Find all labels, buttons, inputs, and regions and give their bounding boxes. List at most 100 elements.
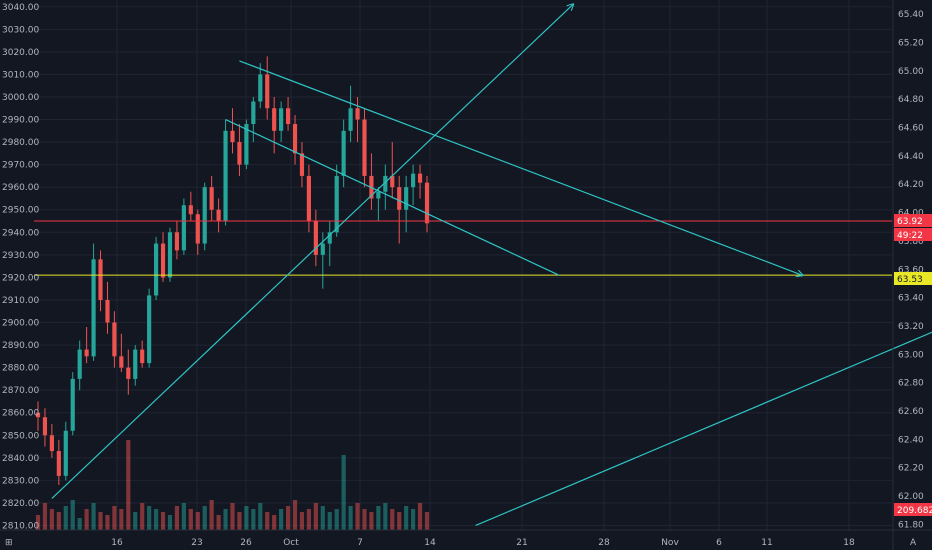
left-axis-tick-label: 2830.00 <box>2 476 39 486</box>
volume-bar <box>285 506 291 530</box>
right-axis-tick-label: 62.80 <box>898 379 924 389</box>
volume-bar <box>63 506 68 530</box>
volume-bar <box>35 515 41 530</box>
candle-body <box>285 108 291 125</box>
candle-body <box>355 108 360 120</box>
right-axis-tick-label: 65.20 <box>898 39 924 49</box>
left-axis-tick-label: 2910.00 <box>2 296 39 306</box>
left-axis-tick-label: 2810.00 <box>2 521 39 531</box>
volume-bar <box>174 506 180 530</box>
candle-body <box>334 175 339 233</box>
volume-bar <box>98 512 103 530</box>
timezone-icon: ⊞ <box>5 538 13 548</box>
volume-bar <box>105 515 110 530</box>
candle-body <box>251 101 256 125</box>
volume-bar <box>341 455 346 530</box>
volume-bar <box>244 506 249 530</box>
left-axis-tick-label: 2850.00 <box>2 431 39 441</box>
volume-bar <box>160 512 166 530</box>
candle-body <box>424 182 430 224</box>
volume-bar <box>84 509 89 530</box>
left-axis-tick-label: 2960.00 <box>2 183 39 193</box>
volume-bar <box>411 509 416 530</box>
volume-bar <box>209 500 214 530</box>
candle-body <box>195 214 200 244</box>
price-label-bg <box>894 272 932 285</box>
candle-body <box>223 130 228 222</box>
volume-bar <box>77 518 82 530</box>
candle-body <box>63 430 68 476</box>
right-axis-tick-label: 62.20 <box>898 464 924 474</box>
volume-bar <box>230 503 235 530</box>
price-label: 209.682K <box>897 506 932 516</box>
candle-body <box>181 205 186 251</box>
left-axis-tick-label: 2980.00 <box>2 138 39 148</box>
price-label-bg <box>894 228 932 241</box>
candle-body <box>35 412 41 418</box>
volume-bar <box>237 512 242 530</box>
price-label: 49:22 <box>897 231 923 241</box>
volume-bar <box>376 506 381 530</box>
right-axis-tick-label: 63.20 <box>898 322 924 332</box>
candle-body <box>299 153 305 176</box>
time-axis-bg <box>0 530 932 550</box>
volume-bar <box>216 515 221 530</box>
volume-bar <box>140 503 145 530</box>
candle-body <box>348 108 353 131</box>
right-axis-tick-label: 64.40 <box>898 152 924 162</box>
price-label-bg <box>894 214 932 227</box>
left-axis-tick-label: 2920.00 <box>2 273 39 283</box>
volume-bar <box>424 512 430 530</box>
volume-bar <box>133 512 138 530</box>
candle-body <box>174 232 180 251</box>
left-axis-tick-label: 2940.00 <box>2 228 39 238</box>
candle-body <box>105 299 110 323</box>
volume-bar <box>279 509 284 530</box>
volume-bar <box>112 506 117 530</box>
volume-bar <box>56 512 61 530</box>
volume-bar <box>223 509 228 530</box>
price-label-bg <box>894 503 932 516</box>
volume-bar <box>42 503 48 530</box>
price-label: 63.92 <box>897 217 923 227</box>
left-axis-tick-label: 3020.00 <box>2 48 39 58</box>
left-axis-tick-label: 3030.00 <box>2 25 39 35</box>
candle-body <box>265 74 270 109</box>
candle-body <box>230 130 235 143</box>
volume-bar <box>147 506 152 530</box>
left-axis-tick-label: 2860.00 <box>2 409 39 419</box>
time-axis-label: Oct <box>283 538 299 548</box>
candle-body <box>202 187 207 244</box>
volume-bar <box>306 509 311 530</box>
candle-body <box>112 322 117 357</box>
right-axis-tick-label: 62.40 <box>898 435 924 445</box>
time-axis-label: 6 <box>716 538 722 548</box>
right-axis-tick-label: 62.60 <box>898 407 924 417</box>
trend-line <box>51 5 573 499</box>
candle-body <box>417 173 423 183</box>
left-axis-tick-label: 2930.00 <box>2 251 39 261</box>
right-axis-tick-label: 62.00 <box>898 492 924 502</box>
candle-body <box>126 367 131 379</box>
left-axis-tick-label: 2900.00 <box>2 319 39 329</box>
right-axis-tick-label: 63.80 <box>898 237 924 247</box>
time-axis-label: 23 <box>191 538 202 548</box>
right-axis-tick-label: 64.60 <box>898 124 924 134</box>
candle-body <box>411 173 416 188</box>
volume-bar <box>181 503 186 530</box>
candle-body <box>209 187 214 210</box>
volume-bar <box>265 512 270 530</box>
candle-body <box>70 378 75 431</box>
candle-body <box>188 205 193 215</box>
volume-bar <box>362 509 367 530</box>
candle-body <box>376 191 381 199</box>
candle-body <box>320 243 325 255</box>
volume-bar <box>417 503 423 530</box>
left-axis-tick-label: 3040.00 <box>2 3 39 13</box>
volume-bar <box>383 503 388 530</box>
volume-bar <box>397 512 402 530</box>
right-axis-tick-label: 65.40 <box>898 10 924 20</box>
candle-body <box>272 108 277 131</box>
